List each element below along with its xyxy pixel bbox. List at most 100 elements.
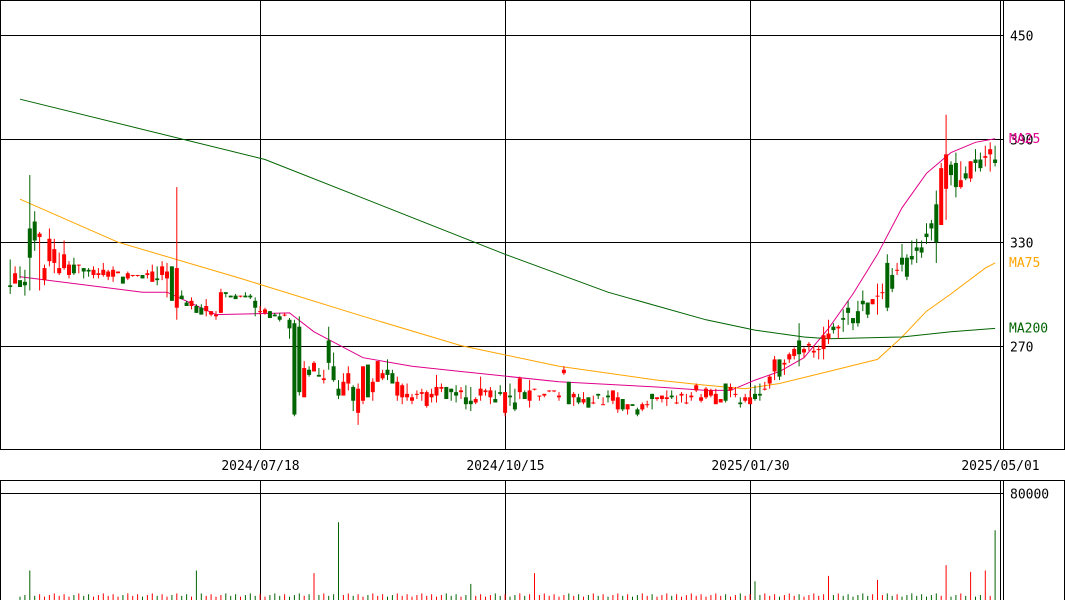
candle-body <box>439 386 444 389</box>
candle-body <box>370 381 375 393</box>
candle-body <box>297 326 302 393</box>
date-tick-label: 2024/10/15 <box>466 459 544 474</box>
candle-body <box>517 378 522 393</box>
candle-body <box>272 314 277 317</box>
candle-body <box>689 395 694 398</box>
candle-body <box>346 373 351 384</box>
candle-body <box>591 402 596 404</box>
candle-body <box>615 397 620 410</box>
candle-body <box>650 393 655 400</box>
candle-body <box>890 274 895 289</box>
candle-body <box>762 388 767 390</box>
candle-body <box>380 373 385 379</box>
candle-body <box>365 364 370 398</box>
candle-body <box>826 333 831 339</box>
candle-body <box>302 368 307 398</box>
candle-body <box>851 318 855 324</box>
candle-body <box>62 254 67 269</box>
candle-body <box>67 264 71 275</box>
candle-body <box>792 349 797 356</box>
candle-body <box>865 302 870 315</box>
candle-body <box>934 204 939 243</box>
candle-body <box>429 393 434 398</box>
candle-body <box>708 390 713 396</box>
candle-body <box>155 278 160 281</box>
candle-body <box>331 366 336 381</box>
candle-body <box>483 390 488 393</box>
candle-body <box>263 309 267 313</box>
candle-body <box>351 386 356 401</box>
candle-body <box>385 369 390 375</box>
price-tick-label: 270 <box>1010 341 1033 356</box>
ma-label-ma25: MA25 <box>1009 132 1040 147</box>
candle-body <box>101 269 106 275</box>
candle-body <box>47 238 52 262</box>
candle-body <box>248 295 253 298</box>
candle-body <box>204 305 209 312</box>
candle-body <box>561 369 566 374</box>
candle-body <box>135 274 140 276</box>
candle-body <box>846 307 851 313</box>
volume-panel-border <box>0 480 1065 601</box>
candle-body <box>395 381 400 396</box>
candle-body <box>341 381 346 396</box>
candle-body <box>757 393 762 396</box>
candle-body <box>875 295 880 297</box>
candle-body <box>459 390 463 393</box>
candle-body <box>258 311 263 313</box>
candle-body <box>855 311 860 324</box>
candle-body <box>165 271 169 279</box>
candle-body <box>542 393 547 396</box>
candle-body <box>738 402 743 405</box>
ma-line-ma200 <box>19 98 996 340</box>
candle-body <box>292 323 297 415</box>
candle-body <box>233 295 238 300</box>
candle-body <box>625 404 630 410</box>
candle-body <box>978 159 983 169</box>
candle-body <box>218 292 223 313</box>
candle-body <box>316 374 321 377</box>
candle-body <box>900 257 904 265</box>
candle-body <box>277 316 282 320</box>
candle-body <box>547 390 552 392</box>
candle-body <box>679 393 684 396</box>
candle-body <box>728 386 733 391</box>
candlesticks <box>8 114 998 425</box>
candle-body <box>468 400 473 405</box>
candle-body <box>767 376 772 384</box>
candle-body <box>125 273 130 279</box>
candle-body <box>527 390 532 401</box>
candle-body <box>816 349 821 351</box>
candle-body <box>199 307 204 315</box>
candle-body <box>537 395 542 397</box>
candle-body <box>336 388 341 396</box>
candle-body <box>189 300 194 306</box>
candle-body <box>552 390 557 392</box>
candle-body <box>669 395 674 398</box>
candle-body <box>508 395 512 398</box>
candle-body <box>939 168 944 225</box>
candle-body <box>674 402 679 404</box>
candle-body <box>174 268 179 308</box>
candle-body <box>664 397 669 400</box>
candle-body <box>111 269 116 277</box>
volume-tick-label: 80000 <box>1010 488 1049 503</box>
candle-body <box>27 228 32 258</box>
candle-body <box>71 264 76 274</box>
candle-body <box>630 404 635 406</box>
candle-body <box>645 404 650 406</box>
candle-body <box>120 276 125 284</box>
candle-body <box>287 319 292 329</box>
candle-body <box>841 318 846 320</box>
candle-body <box>488 390 493 398</box>
candle-body <box>694 385 699 391</box>
candle-body <box>929 223 934 229</box>
candle-body <box>684 402 689 404</box>
candle-body <box>375 361 380 382</box>
candle-body <box>610 390 615 401</box>
candle-body <box>81 268 86 272</box>
date-tick-label: 2025/05/01 <box>961 459 1039 474</box>
candle-body <box>42 268 47 281</box>
candle-body <box>787 354 792 360</box>
